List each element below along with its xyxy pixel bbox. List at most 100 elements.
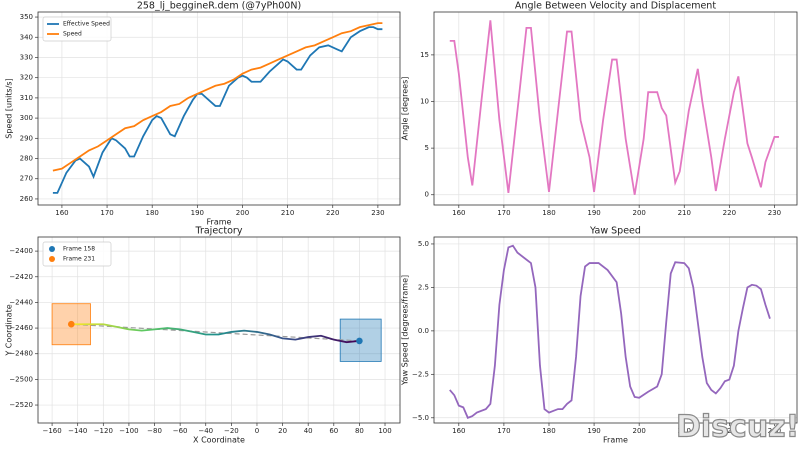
watermark: Discuz! bbox=[676, 410, 799, 445]
y-tick-label: −2440 bbox=[9, 298, 33, 306]
y-tick-label: 290 bbox=[20, 134, 33, 142]
y-tick-label: −2.5 bbox=[412, 370, 429, 378]
y-tick-label: −2400 bbox=[9, 247, 33, 255]
x-tick-label: 170 bbox=[100, 209, 113, 217]
y-tick-label: −2500 bbox=[9, 375, 33, 383]
y-tick-label: 330 bbox=[20, 53, 33, 61]
x-tick-label: 160 bbox=[452, 427, 465, 435]
x-tick-label: 200 bbox=[632, 427, 645, 435]
y-tick-label: 340 bbox=[20, 33, 33, 41]
x-tick-label: 190 bbox=[191, 209, 204, 217]
x-tick-label: 220 bbox=[326, 209, 339, 217]
x-tick-label: 80 bbox=[355, 427, 364, 435]
y-axis-label: Yaw Speed [degrees/frame] bbox=[401, 275, 410, 386]
axes-frame bbox=[433, 11, 798, 206]
legend-swatch bbox=[49, 246, 55, 252]
axes-frame bbox=[37, 11, 401, 206]
x-tick-label: −60 bbox=[173, 427, 188, 435]
x-axis-label: Frame bbox=[207, 218, 232, 227]
x-tick-label: 100 bbox=[378, 427, 391, 435]
chart-title: Trajectory bbox=[195, 226, 243, 237]
y-axis-label: Angle [degrees] bbox=[401, 77, 410, 141]
x-axis-label: Frame bbox=[603, 436, 628, 445]
chart-title: Yaw Speed bbox=[589, 226, 641, 237]
y-tick-label: −2520 bbox=[9, 401, 33, 409]
y-tick-label: 270 bbox=[20, 175, 33, 183]
x-tick-label: 230 bbox=[371, 209, 384, 217]
subplot: −160 −140 −120 −100 −80 −60 −40 −20 0 20 40 60 80 100… bbox=[5, 226, 401, 445]
x-tick-label: −20 bbox=[224, 427, 239, 435]
y-tick-label: −2480 bbox=[9, 350, 33, 358]
y-tick-label: 320 bbox=[20, 74, 33, 82]
y-tick-label: 15 bbox=[420, 51, 429, 59]
point bbox=[356, 337, 363, 345]
y-tick-label: 260 bbox=[20, 195, 33, 203]
x-tick-label: 190 bbox=[587, 209, 600, 217]
x-tick-label: 230 bbox=[768, 209, 781, 217]
legend-label: Frame 231 bbox=[63, 256, 95, 263]
y-tick-label: 300 bbox=[20, 114, 33, 122]
y-tick-label: 280 bbox=[20, 155, 33, 163]
subplot: 160 170 180 190 200 210 220 230 −5.0 −2.5 0.0 2.5 5.… bbox=[401, 226, 798, 445]
x-tick-label: 220 bbox=[723, 427, 736, 435]
data-line bbox=[449, 20, 779, 195]
x-tick-label: 160 bbox=[452, 209, 465, 217]
x-tick-label: 60 bbox=[329, 427, 338, 435]
chart-title: 258_lj_beggineR.dem (@7yPh00N) bbox=[137, 1, 301, 12]
y-tick-label: 0.0 bbox=[418, 327, 429, 335]
x-tick-label: 0 bbox=[255, 427, 259, 435]
subplot: 160 170 180 190 200 210 220 230 0 5 10 15 Angle Betw… bbox=[401, 1, 798, 217]
y-tick-label: 0 bbox=[425, 191, 429, 199]
y-axis-label: Y Coordinate bbox=[5, 304, 14, 356]
x-tick-label: −80 bbox=[147, 427, 162, 435]
y-tick-label: 2.5 bbox=[418, 283, 429, 291]
point bbox=[67, 320, 75, 328]
x-tick-label: 180 bbox=[542, 427, 555, 435]
subplot: 160 170 180 190 200 210 220 230 260 270 280 290 300 3… bbox=[5, 1, 401, 227]
x-tick-label: 210 bbox=[678, 209, 691, 217]
y-tick-label: 350 bbox=[20, 13, 33, 21]
x-tick-label: 190 bbox=[587, 427, 600, 435]
axes-frame bbox=[37, 236, 401, 424]
legend-label: Speed bbox=[63, 31, 82, 38]
x-tick-label: 200 bbox=[632, 209, 645, 217]
legend-label: Frame 158 bbox=[63, 246, 95, 253]
x-tick-label: 20 bbox=[278, 427, 287, 435]
y-tick-label: 310 bbox=[20, 94, 33, 102]
x-tick-label: 180 bbox=[146, 209, 159, 217]
x-tick-label: −40 bbox=[198, 427, 213, 435]
x-tick-label: 210 bbox=[678, 427, 691, 435]
data-line bbox=[449, 244, 771, 419]
y-tick-label: 5.0 bbox=[418, 240, 429, 248]
plots: 160 170 180 190 200 210 220 2302602702802903003… bbox=[5, 1, 798, 445]
x-tick-label: 160 bbox=[55, 209, 68, 217]
x-tick-label: 220 bbox=[723, 209, 736, 217]
legend-label: Effective Speed bbox=[63, 21, 110, 28]
y-tick-label: 10 bbox=[420, 98, 429, 106]
x-axis-label: X Coordinate bbox=[193, 436, 245, 445]
y-tick-label: 5 bbox=[425, 144, 429, 152]
x-tick-label: −140 bbox=[68, 427, 87, 435]
x-tick-label: 200 bbox=[236, 209, 249, 217]
x-tick-label: 210 bbox=[281, 209, 294, 217]
x-tick-label: 170 bbox=[497, 427, 510, 435]
x-tick-label: −100 bbox=[119, 427, 138, 435]
legend-swatch bbox=[49, 256, 55, 262]
axes-frame bbox=[433, 236, 798, 424]
trajectory-line bbox=[71, 323, 360, 344]
x-tick-label: 180 bbox=[542, 209, 555, 217]
y-axis-label: Speed [units/s] bbox=[5, 78, 14, 138]
y-tick-label: −2460 bbox=[9, 324, 33, 332]
x-tick-label: −160 bbox=[42, 427, 61, 435]
x-tick-label: −120 bbox=[94, 427, 113, 435]
x-tick-label: 230 bbox=[768, 427, 781, 435]
x-tick-label: 170 bbox=[497, 209, 510, 217]
data-line bbox=[52, 22, 383, 172]
legend-box bbox=[42, 241, 112, 267]
y-tick-label: −5.0 bbox=[412, 414, 429, 422]
chart-title: Angle Between Velocity and Displacement bbox=[515, 1, 716, 12]
y-tick-label: −2420 bbox=[9, 273, 33, 281]
legend-box bbox=[42, 16, 112, 42]
x-tick-label: 40 bbox=[304, 427, 313, 435]
